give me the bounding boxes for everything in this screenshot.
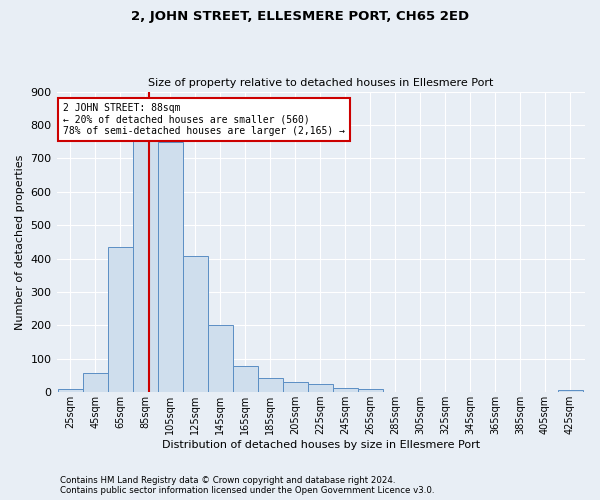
- Bar: [58, 389, 83, 392]
- Bar: [183, 256, 208, 392]
- Bar: [557, 390, 583, 392]
- Bar: [158, 142, 183, 392]
- Bar: [133, 140, 158, 392]
- Bar: [233, 366, 257, 392]
- Bar: [283, 382, 308, 392]
- X-axis label: Distribution of detached houses by size in Ellesmere Port: Distribution of detached houses by size …: [162, 440, 480, 450]
- Bar: [208, 326, 233, 392]
- Bar: [257, 378, 283, 392]
- Text: Contains HM Land Registry data © Crown copyright and database right 2024.
Contai: Contains HM Land Registry data © Crown c…: [60, 476, 434, 495]
- Bar: [308, 384, 332, 392]
- Title: Size of property relative to detached houses in Ellesmere Port: Size of property relative to detached ho…: [148, 78, 493, 88]
- Text: 2 JOHN STREET: 88sqm
← 20% of detached houses are smaller (560)
78% of semi-deta: 2 JOHN STREET: 88sqm ← 20% of detached h…: [63, 103, 345, 136]
- Bar: [83, 373, 108, 392]
- Text: 2, JOHN STREET, ELLESMERE PORT, CH65 2ED: 2, JOHN STREET, ELLESMERE PORT, CH65 2ED: [131, 10, 469, 23]
- Bar: [108, 247, 133, 392]
- Bar: [332, 388, 358, 392]
- Bar: [358, 389, 383, 392]
- Y-axis label: Number of detached properties: Number of detached properties: [15, 154, 25, 330]
